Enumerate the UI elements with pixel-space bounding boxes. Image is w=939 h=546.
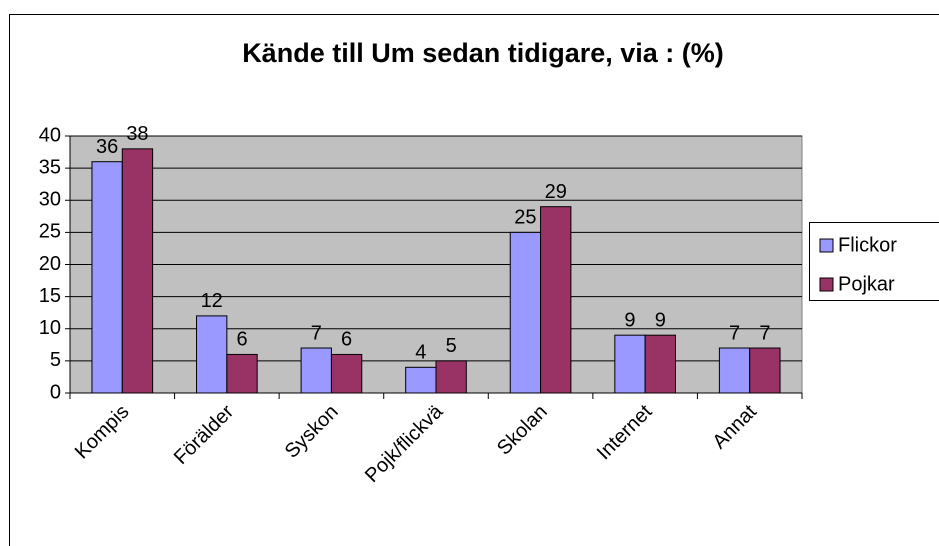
data-label: 5 <box>446 335 457 357</box>
bar <box>330 353 363 394</box>
data-label: 7 <box>311 322 322 344</box>
bar <box>509 231 542 394</box>
legend-label: Pojkar <box>838 273 895 295</box>
y-tick-label: 25 <box>39 221 61 243</box>
bar <box>405 366 437 394</box>
chart-title: Kände till Um sedan tidigare, via : (%) <box>242 38 724 68</box>
y-tick-label: 5 <box>50 349 61 371</box>
data-label: 9 <box>624 309 635 331</box>
data-label: 29 <box>545 181 567 203</box>
legend-swatch <box>819 238 834 253</box>
bar <box>226 353 258 394</box>
y-tick-label: 30 <box>39 189 61 211</box>
bar <box>718 347 751 394</box>
bar <box>644 334 676 394</box>
data-label: 6 <box>236 329 247 351</box>
data-label: 6 <box>341 329 352 351</box>
legend-label: Flickor <box>838 234 897 256</box>
data-label: 25 <box>514 207 536 229</box>
y-tick-label: 35 <box>39 156 61 178</box>
bar <box>614 334 646 394</box>
y-tick-label: 10 <box>39 317 61 339</box>
data-label: 38 <box>126 123 148 145</box>
data-label: 7 <box>729 322 740 344</box>
y-tick-label: 20 <box>39 253 61 275</box>
y-tick-label: 15 <box>39 285 61 307</box>
bar <box>749 347 781 394</box>
data-label: 36 <box>96 136 118 158</box>
bar <box>435 360 467 394</box>
y-tick-label: 0 <box>50 381 61 403</box>
data-label: 4 <box>415 342 426 364</box>
bar <box>121 148 154 394</box>
legend-swatch <box>819 277 834 292</box>
bar <box>540 206 572 394</box>
data-label: 12 <box>201 290 223 312</box>
bar <box>196 315 228 394</box>
y-tick-label: 40 <box>39 124 61 146</box>
data-label: 9 <box>655 309 666 331</box>
data-label: 7 <box>759 322 770 344</box>
legend-box <box>809 222 939 301</box>
bar <box>300 347 332 394</box>
bar <box>91 161 123 394</box>
